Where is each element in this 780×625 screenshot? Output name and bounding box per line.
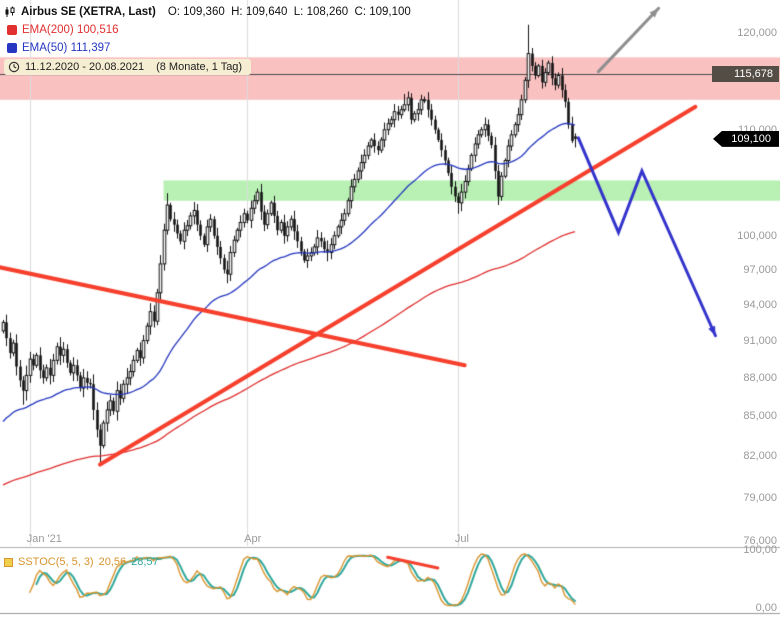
date-range-pill[interactable]: 11.12.2020 - 20.08.2021 (8 Monate, 1 Tag…: [4, 59, 252, 75]
y-axis-label: 76,000: [743, 534, 777, 547]
x-axis-label: Jan '21: [26, 533, 62, 545]
ema50-value: 111,397: [70, 41, 111, 54]
period-label: (8 Monate, 1 Tag): [156, 61, 243, 73]
instrument-title: Airbus SE (XETRA, Last): [21, 5, 156, 18]
chart-header: Airbus SE (XETRA, Last) O: 109,360 H: 10…: [4, 4, 411, 78]
stochastic-legend[interactable]: SSTOC(5, 5, 3) 20,56 28,57: [4, 556, 159, 568]
y-axis-label: 120,000: [737, 27, 777, 39]
y-axis-label: 79,000: [743, 491, 777, 504]
ema200-swatch: [7, 24, 17, 35]
stochastic-label: SSTOC(5, 5, 3): [18, 556, 94, 568]
y-axis-label: 88,000: [743, 371, 777, 384]
candlestick-icon: [5, 6, 15, 17]
last-price-badge: 109,100: [713, 130, 779, 147]
y-axis-label: 100,000: [737, 229, 777, 242]
ema200-label: EMA(200): [22, 23, 74, 36]
y-axis-label: 91,000: [743, 334, 777, 347]
stochastic-swatch-icon: [4, 557, 13, 567]
y-axis-label: 85,000: [743, 410, 777, 423]
ema50-legend-text: EMA(50) 111,397: [22, 42, 110, 54]
ema50-label: EMA(50): [22, 41, 68, 54]
ema50-swatch: [7, 42, 17, 53]
x-axis-label: Jul: [454, 533, 469, 545]
stoch-axis-max-label: 100,00: [743, 544, 777, 556]
legend-ema200[interactable]: EMA(200) 100,516: [4, 22, 411, 37]
stochastic-k-value: 20,56: [98, 556, 127, 568]
price-level-badge[interactable]: 115,678: [712, 65, 779, 82]
stochastic-d-value: 28,57: [131, 556, 159, 568]
instrument-row: Airbus SE (XETRA, Last) O: 109,360 H: 10…: [4, 4, 411, 19]
date-range: 11.12.2020 - 20.08.2021: [25, 61, 145, 73]
legend-ema50[interactable]: EMA(50) 111,397: [4, 40, 411, 55]
clock-icon: [8, 61, 20, 73]
y-axis-label: 94,000: [743, 298, 777, 311]
y-axis-label: 82,000: [743, 450, 777, 463]
ema200-legend-text: EMA(200) 100,516: [22, 24, 119, 36]
y-axis-label: 97,000: [743, 263, 777, 276]
stoch-axis-min-label: 0,00: [755, 602, 777, 614]
ema200-value: 100,516: [76, 23, 119, 36]
x-axis-label: Apr: [244, 533, 262, 545]
ohlc-values: O: 109,360 H: 109,640 L: 108,260 C: 109,…: [167, 5, 411, 18]
